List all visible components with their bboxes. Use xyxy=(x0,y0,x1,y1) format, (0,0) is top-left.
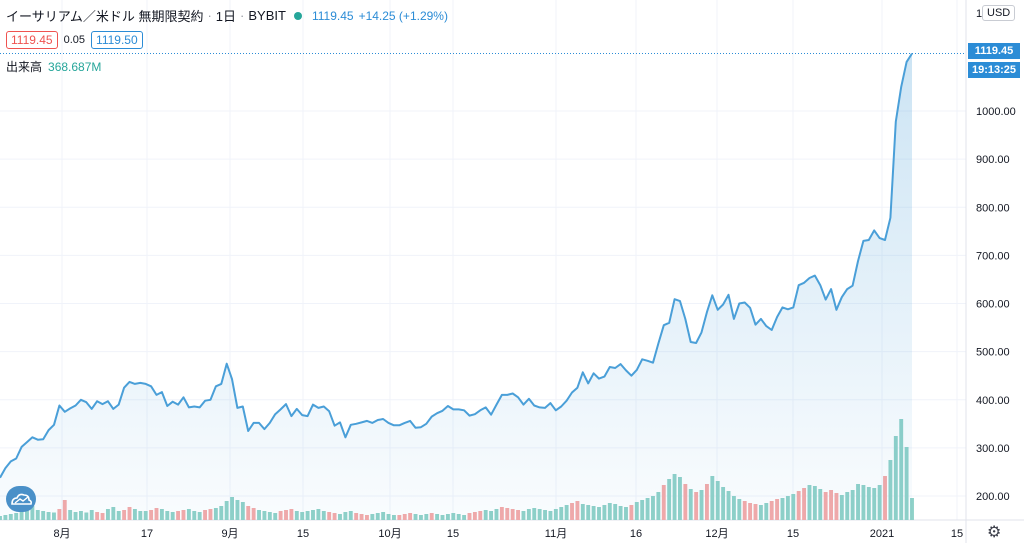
y-tick-label: 1000.00 xyxy=(976,106,1016,118)
y-tick-label: 800.00 xyxy=(976,202,1010,214)
last-price-legend: 1119.45 xyxy=(311,8,354,23)
y-tick-label: 200.00 xyxy=(976,491,1010,503)
volume-value: 368.687M xyxy=(48,60,102,74)
price-change-legend: +14.25 (+1.29%) xyxy=(358,8,448,23)
x-tick-label: 17 xyxy=(141,528,153,540)
currency-button[interactable]: USD xyxy=(982,5,1016,21)
volume-legend: 出来高 368.687M xyxy=(6,58,101,75)
x-tick-label: 2021 xyxy=(870,528,894,540)
x-tick-label: 11月 xyxy=(545,528,567,540)
x-tick-label: 15 xyxy=(951,528,963,540)
chart-legend: イーサリアム／米ドル 無期限契約 · 1日 · BYBIT 1119.45 +1… xyxy=(6,8,448,24)
y-tick-label: 300.00 xyxy=(976,443,1010,455)
x-tick-label: 12月 xyxy=(705,528,728,540)
gear-icon[interactable]: ⚙ xyxy=(987,524,1002,541)
tradingview-cloud-icon[interactable] xyxy=(6,486,36,512)
x-tick-label: 15 xyxy=(447,528,459,540)
status-dot-icon xyxy=(293,11,302,20)
y-tick-label: 700.00 xyxy=(976,250,1010,262)
sell-price-button[interactable]: 1119.45 xyxy=(6,31,58,49)
y-tick-label: 400.00 xyxy=(976,395,1010,407)
exchange-label: BYBIT xyxy=(248,8,286,23)
y-tick-label-top: 1 xyxy=(976,8,982,20)
spread-value: 0.05 xyxy=(63,34,86,46)
buy-price-button[interactable]: 1119.50 xyxy=(91,31,143,49)
price-area xyxy=(0,53,912,520)
volume-label: 出来高 xyxy=(6,60,43,74)
quote-row: 1119.45 0.05 1119.50 xyxy=(6,31,143,49)
y-tick-label: 600.00 xyxy=(976,299,1010,311)
symbol-title[interactable]: イーサリアム／米ドル 無期限契約 xyxy=(6,9,204,24)
x-tick-label: 16 xyxy=(630,528,642,540)
price-line xyxy=(0,52,913,479)
x-tick-label: 15 xyxy=(297,528,309,540)
last-price-badge: 1119.45 xyxy=(968,43,1020,59)
x-tick-label: 10月 xyxy=(378,528,401,540)
countdown-badge: 19:13:25 xyxy=(968,62,1020,78)
y-tick-label: 900.00 xyxy=(976,154,1010,166)
x-tick-label: 8月 xyxy=(53,528,70,540)
y-tick-label: 500.00 xyxy=(976,347,1010,359)
x-tick-label: 9月 xyxy=(221,528,238,540)
interval-label[interactable]: 1日 xyxy=(215,9,237,24)
x-tick-label: 15 xyxy=(787,528,799,540)
